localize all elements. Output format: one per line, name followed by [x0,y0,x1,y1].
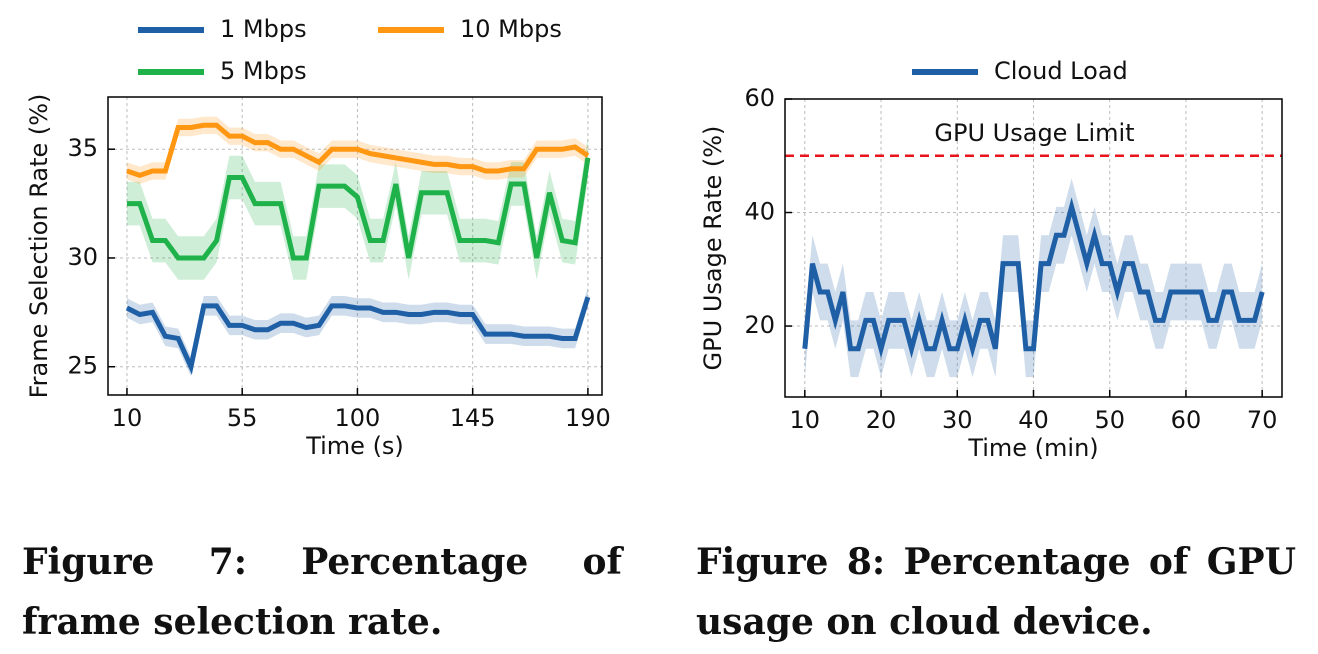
series-line [126,122,590,178]
x-tick-label: 145 [450,404,496,432]
x-tick-label: 10 [790,406,821,434]
plot-frame [107,96,603,396]
charts: 10 55 100 145 190 25 30 35 Time (s) Frame Selecti… [25,15,1283,462]
x-axis-label: Time (min) [967,434,1098,462]
legend-label: 10 Mbps [460,15,562,43]
y-tick-label: 35 [67,134,98,162]
series-line [802,197,1265,359]
legend-label: Cloud Load [994,57,1128,85]
x-tick-label: 100 [335,404,381,432]
x-axis-label: Time (s) [305,432,404,460]
legend-label: 5 Mbps [220,57,307,85]
legend-label: 1 Mbps [220,15,307,43]
x-tick-label: 70 [1247,406,1278,434]
x-tick-label: 55 [227,404,258,432]
limit-label: GPU Usage Limit [934,119,1134,147]
y-tick-label: 25 [67,352,98,380]
y-tick-label: 40 [744,198,775,226]
y-axis-label: Frame Selection Rate (%) [25,94,53,399]
x-tick-label: 30 [942,406,973,434]
x-tick-label: 20 [866,406,897,434]
x-tick-label: 10 [112,404,143,432]
series-line [125,296,591,375]
plot [802,178,1265,378]
x-tick-label: 60 [1171,406,1202,434]
y-axis-label: GPU Usage Rate (%) [699,126,727,371]
plot [125,116,591,377]
x-tick-label: 50 [1094,406,1125,434]
plot-frame [784,98,1283,398]
x-tick-label: 190 [565,404,611,432]
x-tick-label: 40 [1018,406,1049,434]
y-tick-label: 20 [744,311,775,339]
error-band [126,287,588,377]
caption: Figure 7: Percentage of frame selection … [22,541,622,643]
error-band [126,136,588,280]
series-line [126,157,591,261]
y-tick-label: 30 [67,243,98,271]
caption: Figure 8: Percentage of GPU usage on clo… [696,541,1296,643]
y-tick-label: 60 [744,84,775,112]
